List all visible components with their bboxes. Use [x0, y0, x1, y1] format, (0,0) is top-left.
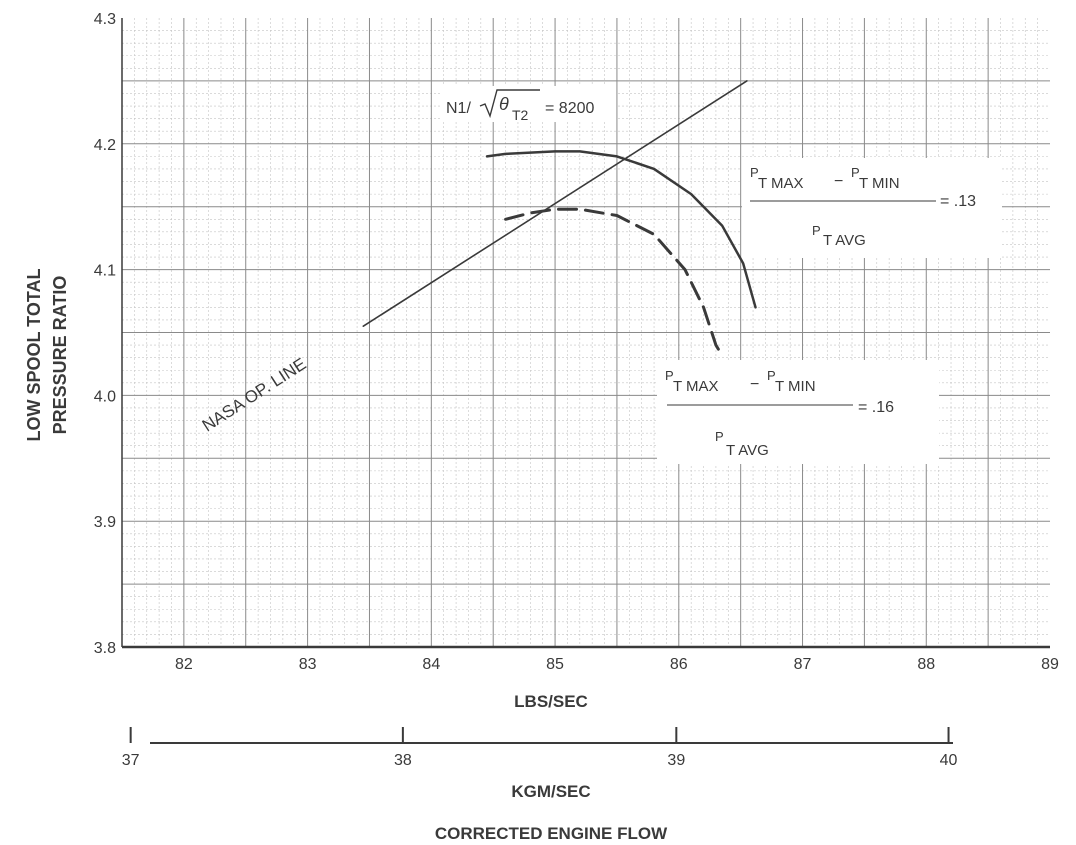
distortion-013-label: P T MAX − P T MIN = .13 P T AVG [742, 158, 1002, 258]
dist2-p1: P [665, 368, 674, 383]
dist1-sub1: T MAX [758, 175, 804, 192]
op-line-label: NASA OP. LINE [199, 354, 310, 435]
dist2-p2: P [767, 368, 776, 383]
y-tick-label: 4.1 [94, 263, 116, 280]
y-tick-label: 4.3 [94, 11, 116, 28]
x-tick-label: 89 [1041, 656, 1059, 673]
series-line-0 [362, 80, 748, 328]
secondary-tick-label: 39 [667, 752, 685, 769]
y-tick-label: 4.2 [94, 137, 116, 154]
x-axis-label-2: KGM/SEC [511, 782, 590, 801]
sqrt-sign [479, 89, 540, 119]
dist1-minus: − [834, 173, 843, 190]
secondary-tick-label: 40 [940, 752, 958, 769]
dist1-den-p: P [812, 223, 821, 238]
x-tick-label: 88 [917, 656, 935, 673]
distortion-016-bg [657, 360, 939, 464]
speed-sub: T2 [512, 107, 529, 123]
dist1-value: = .13 [940, 193, 976, 210]
minor-grid [122, 18, 1050, 647]
series-line-2 [504, 207, 722, 353]
x-axis-footer: CORRECTED ENGINE FLOW [435, 824, 668, 843]
secondary-tick-label: 37 [122, 752, 140, 769]
y-axis-label-line2: PRESSURE RATIO [50, 276, 70, 435]
speed-label-bg [440, 86, 616, 122]
x-tick-label: 86 [670, 656, 688, 673]
y-axis-label-line1: LOW SPOOL TOTAL [24, 269, 44, 442]
x-axis-label: LBS/SEC [514, 692, 588, 711]
distortion-016-label: P T MAX − P T MIN = .16 P T AVG [657, 360, 939, 464]
dist1-sub2: T MIN [859, 175, 900, 192]
dist2-value: = .16 [858, 399, 894, 416]
secondary-axis [129, 727, 953, 744]
x-tick-label: 87 [794, 656, 812, 673]
x-tick-label: 85 [546, 656, 564, 673]
distortion-013-bg [742, 158, 1002, 258]
x-tick-label: 84 [422, 656, 440, 673]
speed-prefix: N1/ [446, 100, 471, 117]
axes [121, 18, 1050, 649]
y-tick-label: 3.9 [94, 514, 116, 531]
x-tick-labels: 82 83 84 85 86 87 88 89 [175, 656, 1059, 673]
dist1-p2: P [851, 165, 860, 180]
y-tick-label: 4.0 [94, 388, 116, 405]
dist2-den-p: P [715, 429, 724, 444]
series-layer [362, 80, 757, 353]
secondary-tick-labels: 37 38 39 40 [122, 752, 958, 769]
y-tick-label: 3.8 [94, 640, 116, 657]
secondary-tick-label: 38 [394, 752, 412, 769]
x-tick-label: 82 [175, 656, 193, 673]
y-tick-labels: 3.8 3.9 4.0 4.1 4.2 4.3 [94, 11, 116, 657]
dist2-den-sub: T AVG [726, 442, 769, 459]
dist2-sub1: T MAX [673, 378, 719, 395]
dist1-den-sub: T AVG [823, 232, 866, 249]
speed-value: = 8200 [545, 100, 594, 117]
dist1-p1: P [750, 165, 759, 180]
series-line-1 [485, 150, 757, 309]
speed-label: N1/ θ T2 = 8200 [440, 86, 616, 123]
dist2-minus: − [750, 376, 759, 393]
speed-theta: θ [499, 94, 509, 114]
x-tick-label: 83 [299, 656, 317, 673]
dist2-sub2: T MIN [775, 378, 816, 395]
